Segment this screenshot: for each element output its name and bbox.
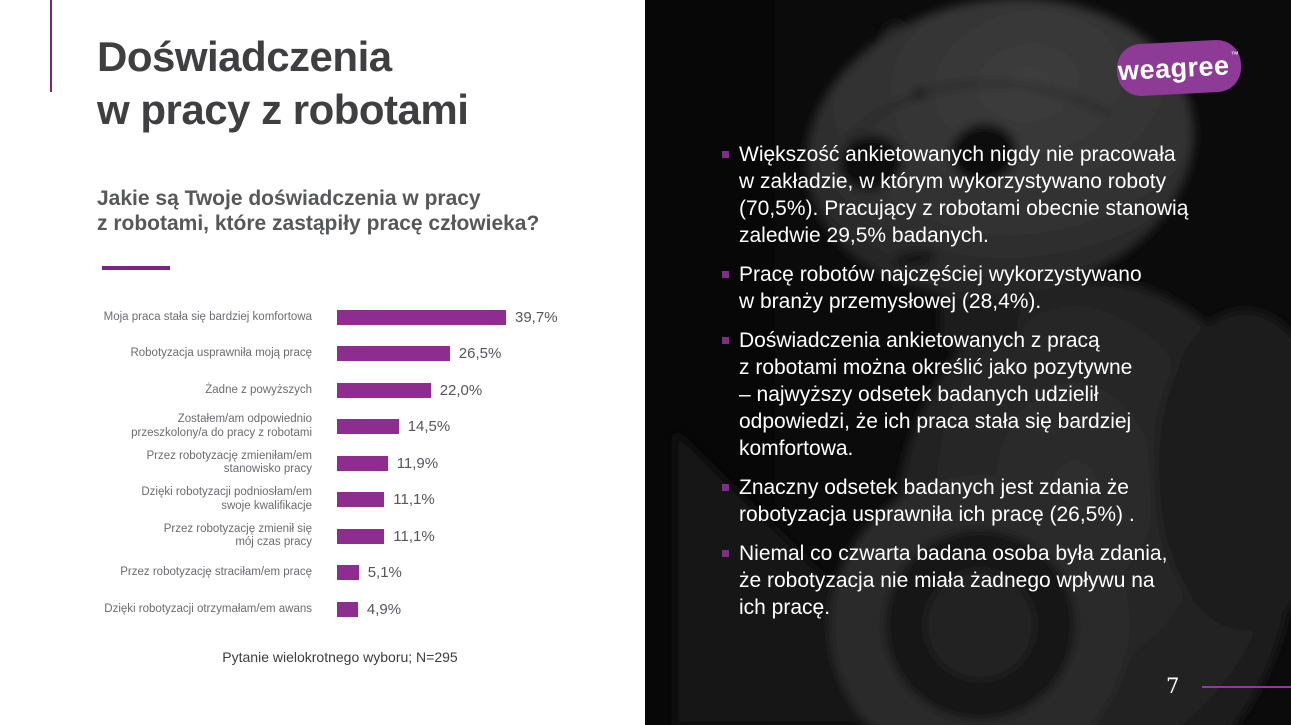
chart-row: Dzięki robotyzacji otrzymałam/em awans 4,…	[88, 591, 608, 628]
chart-category-label: Zostałem/am odpowiednio przeszkolony/a d…	[131, 413, 312, 439]
chart-row: Moja praca stała się bardziej komfortowa…	[88, 299, 608, 336]
bullet-item: Doświadczenia ankietowanych z pracą z ro…	[722, 327, 1247, 462]
chart-value-label: 4,9%	[366, 600, 402, 618]
chart-category-label: Przez robotyzację zmieniłam/em stanowisk…	[146, 449, 312, 476]
bar-chart: Moja praca stała się bardziej komfortowa…	[88, 299, 608, 628]
chart-category-label: Dzięki robotyzacji podniosłam/em swoje k…	[141, 486, 312, 512]
chart-value-label: 5,1%	[367, 564, 402, 582]
chart-footnote: Pytanie wielokrotnego wyboru; N=295	[222, 649, 458, 665]
chart-row: Przez robotyzację straciłam/em pracę 5,1%	[88, 555, 608, 592]
chart-category-label: Żadne z powyższych	[205, 383, 312, 396]
chart-bar	[337, 601, 358, 617]
chart-value-label: 26,5%	[458, 345, 502, 363]
chart-row: Dzięki robotyzacji podniosłam/em swoje k…	[88, 482, 608, 519]
chart-value-label: 22,0%	[439, 381, 483, 399]
chart-bar	[337, 565, 359, 581]
logo-text: weagree	[1117, 49, 1231, 86]
chart-row: Żadne z powyższych 22,0%	[88, 372, 608, 409]
chart-bar	[337, 346, 450, 362]
chart-bar	[337, 492, 385, 508]
bullet-item: Większość ankietowanych nigdy nie pracow…	[722, 141, 1247, 249]
chart-row: Robotyzacja usprawniła moją pracę 26,5%	[88, 336, 608, 373]
chart-row: Przez robotyzację zmieniłam/em stanowisk…	[88, 445, 608, 482]
right-panel: weagree ™ Większość ankietowanych nigdy n…	[645, 0, 1291, 725]
chart-value-label: 39,7%	[515, 308, 558, 326]
trademark-symbol: ™	[1230, 49, 1240, 60]
chart-value-label: 11,1%	[393, 491, 435, 509]
chart-category-label: Przez robotyzację straciłam/em pracę	[120, 566, 312, 578]
chart-bar	[337, 528, 385, 544]
chart-question-subtitle: Jakie są Twoje doświadczenia w pracy z r…	[97, 187, 540, 235]
chart-category-label: Robotyzacja usprawniła moją pracę	[130, 347, 312, 359]
chart-row: Przez robotyzację zmienił się mój czas p…	[88, 518, 608, 555]
chart-value-label: 11,9%	[396, 454, 439, 472]
chart-bar	[337, 382, 431, 398]
weagree-logo: weagree ™	[1115, 38, 1243, 98]
accent-vertical-line	[50, 0, 52, 92]
robot-image	[645, 0, 1291, 725]
summary-bullet-list: Większość ankietowanych nigdy nie pracow…	[722, 141, 1247, 633]
bullet-item: Znaczny odsetek badanych jest zdania że …	[722, 474, 1247, 528]
chart-category-label: Moja praca stała się bardziej komfortowa	[103, 310, 312, 323]
page-number: 7	[1166, 674, 1180, 698]
bullet-item: Niemal co czwarta badana osoba była zdan…	[722, 540, 1247, 621]
chart-row: Zostałem/am odpowiednio przeszkolony/a d…	[88, 409, 608, 446]
accent-divider-line	[102, 266, 170, 270]
chart-category-label: Przez robotyzację zmienił się mój czas p…	[163, 522, 312, 549]
left-panel: Doświadczenia w pracy z robotami Jakie s…	[0, 0, 645, 725]
footer-accent-line	[1202, 686, 1291, 688]
chart-bar	[337, 455, 388, 471]
page-title: Doświadczenia w pracy z robotami	[97, 33, 469, 133]
bullet-item: Pracę robotów najczęściej wykorzystywano…	[722, 261, 1247, 315]
chart-value-label: 11,1%	[393, 527, 435, 545]
chart-category-label: Dzięki robotyzacji otrzymałam/em awans	[104, 602, 312, 615]
chart-bar	[337, 309, 506, 325]
chart-value-label: 14,5%	[407, 418, 451, 436]
chart-bar	[337, 419, 399, 435]
